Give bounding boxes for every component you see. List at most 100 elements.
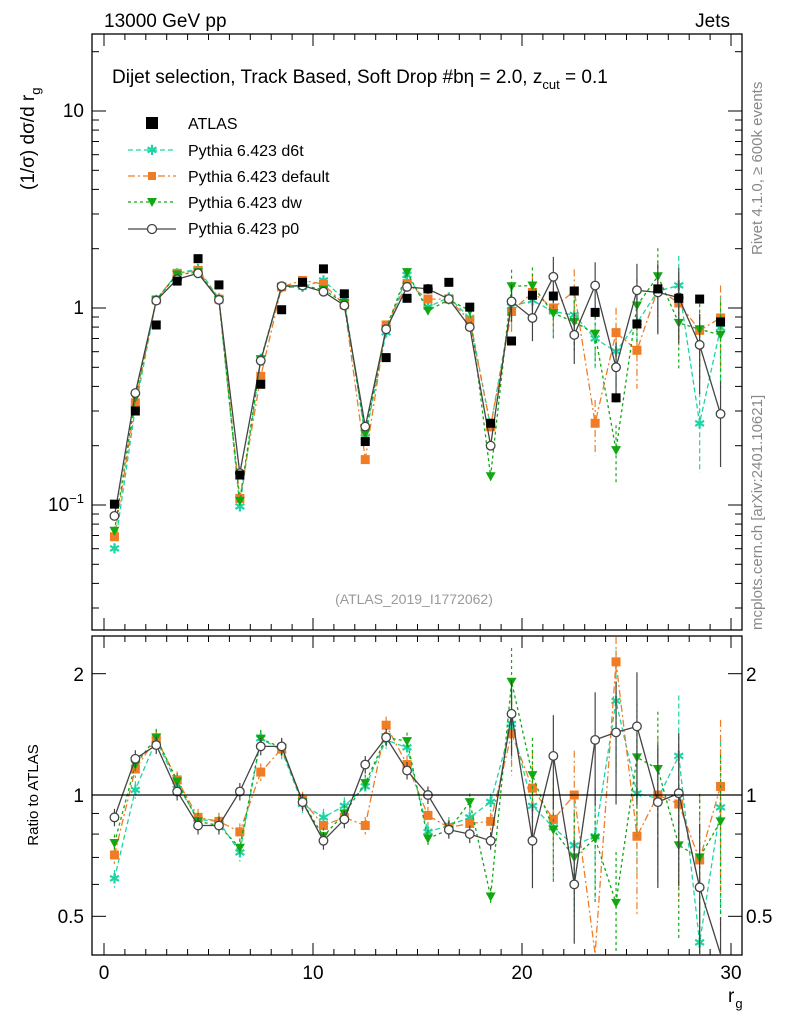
ratio-dw-point xyxy=(422,834,433,844)
ratio-default-point xyxy=(423,810,433,820)
ratio-default-line xyxy=(113,661,722,955)
atlas-point xyxy=(298,277,308,287)
ratio-p0-point xyxy=(151,740,162,751)
atlas-point xyxy=(465,302,475,312)
ratio-dw-point xyxy=(109,839,120,849)
mc-default-point xyxy=(611,328,621,338)
mc-default-point xyxy=(360,455,370,465)
atlas-point xyxy=(214,280,224,290)
chart-title-end: = 0.1 xyxy=(560,67,608,88)
ratio-default-point xyxy=(486,816,496,826)
ratio-p0-point xyxy=(569,879,580,890)
atlas-point xyxy=(423,284,433,294)
ratio-p0-point xyxy=(255,741,266,752)
ratio-p0-point xyxy=(506,708,517,719)
ratio-dw-point xyxy=(402,737,413,747)
ratio-p0-point xyxy=(673,788,684,799)
y-axis-title-main: (1/σ) dσ/d r xyxy=(18,94,39,190)
ratio-p0-point xyxy=(652,797,663,808)
mc-p0-point xyxy=(381,324,392,335)
mc-default-point xyxy=(256,371,266,381)
ratio-p0-point xyxy=(193,820,204,831)
mc-p0-point xyxy=(527,313,538,323)
ratio-p0-point xyxy=(694,882,705,893)
ratio-default-point xyxy=(465,818,475,828)
atlas-series xyxy=(109,254,726,509)
ratio-p0-point xyxy=(276,741,287,752)
mc-dw-point xyxy=(402,268,413,278)
mc-p0-point xyxy=(611,362,622,373)
mc-default-point xyxy=(130,398,140,408)
legend-marker-d6t: ✱ xyxy=(146,142,158,158)
y-tick-label-0.1: 10−1 xyxy=(48,491,84,516)
atlas-point xyxy=(360,437,370,447)
chart-title-main: Dijet selection, Track Based, Soft Drop … xyxy=(112,67,464,88)
atlas-point xyxy=(590,307,600,317)
x-tick-label-20: 20 xyxy=(511,963,532,984)
atlas-point xyxy=(339,289,349,299)
atlas-point xyxy=(611,393,621,403)
ratio-d6t-point: ✱ xyxy=(485,794,497,810)
axis-ticks xyxy=(92,34,742,955)
ratio-dw-line xyxy=(113,681,722,904)
ratio-d6t-point: ✱ xyxy=(715,800,727,816)
ratio-p0-point xyxy=(402,765,413,776)
mc-dw-point xyxy=(109,526,120,536)
ratio-default-point xyxy=(632,831,642,841)
ratio-tick-label-0.5: 0.5 xyxy=(58,907,84,928)
mc-default-point xyxy=(632,345,642,355)
mc-p0-line xyxy=(113,272,722,517)
atlas-point xyxy=(277,305,287,315)
mc-dw-point xyxy=(485,472,496,482)
atlas-point xyxy=(569,286,579,296)
ratio-tick-label-2: 2 xyxy=(73,665,84,686)
ratio-p0-point xyxy=(213,820,224,831)
atlas-point xyxy=(653,284,663,294)
mc-p0-point xyxy=(485,440,496,451)
atlas-point xyxy=(444,277,454,287)
ratio-d6t-point: ✱ xyxy=(129,782,141,798)
mc-dw-point xyxy=(234,496,245,506)
ratio-default-point xyxy=(611,657,621,667)
legend-marker-dw xyxy=(147,198,157,207)
mc-d6t-point: ✱ xyxy=(234,499,246,515)
ratio-tick-label-right-0.5: 0.5 xyxy=(746,907,772,928)
main-plot-data: ✱✱✱✱✱✱✱✱✱✱✱✱✱✱✱✱✱✱✱✱✱✱✱✱✱✱✱✱✱✱ xyxy=(109,248,726,557)
mc-p0-point xyxy=(443,294,454,305)
chart-title-suffix: η = 2.0, z xyxy=(464,67,543,88)
mc-dw-point xyxy=(422,306,433,316)
atlas-point xyxy=(527,290,537,300)
legend-label-d6t: Pythia 6.423 d6t xyxy=(188,143,304,160)
x-tick-label-10: 10 xyxy=(302,963,323,984)
ratio-p0-point xyxy=(172,786,183,797)
ratio-p0-point xyxy=(381,732,392,743)
ratio-d6t-point: ✱ xyxy=(401,740,413,756)
legend-marker-atlas xyxy=(146,117,158,129)
legend-label-default: Pythia 6.423 default xyxy=(188,169,330,186)
mc-p0-point xyxy=(360,421,371,432)
mc-p0-point xyxy=(402,281,413,292)
legend-label-atlas: ATLAS xyxy=(188,116,238,133)
atlas-point xyxy=(172,276,182,286)
atlas-point xyxy=(548,291,558,301)
header-energy: 13000 GeV pp xyxy=(104,11,227,32)
header-process: Jets xyxy=(695,11,730,32)
rivet-version: Rivet 4.1.0, ≥ 600k events xyxy=(749,82,766,255)
legend: ATLAS ✱ Pythia 6.423 d6t Pythia 6.423 de… xyxy=(128,116,330,238)
ratio-p0-point xyxy=(590,734,601,745)
ratio-p0-point xyxy=(297,797,308,808)
ratio-p0-point xyxy=(318,835,329,846)
ratio-p0-point xyxy=(611,727,622,738)
legend-label-p0: Pythia 6.423 p0 xyxy=(188,221,299,238)
ratio-p0-point xyxy=(130,753,141,764)
y-tick-label-1: 1 xyxy=(73,298,84,319)
mc-d6t-line xyxy=(113,268,722,549)
x-axis-title: rg xyxy=(728,986,743,1011)
mc-p0-point xyxy=(548,271,559,282)
atlas-point xyxy=(235,470,245,480)
mcplots-credit: mcplots.cern.ch [arXiv:2401.10621] xyxy=(749,395,766,630)
legend-marker-default xyxy=(148,172,156,180)
ratio-dw-point xyxy=(590,834,601,844)
ratio-default-point xyxy=(360,821,370,831)
ratio-axis-title: Ratio to ATLAS xyxy=(25,744,42,845)
